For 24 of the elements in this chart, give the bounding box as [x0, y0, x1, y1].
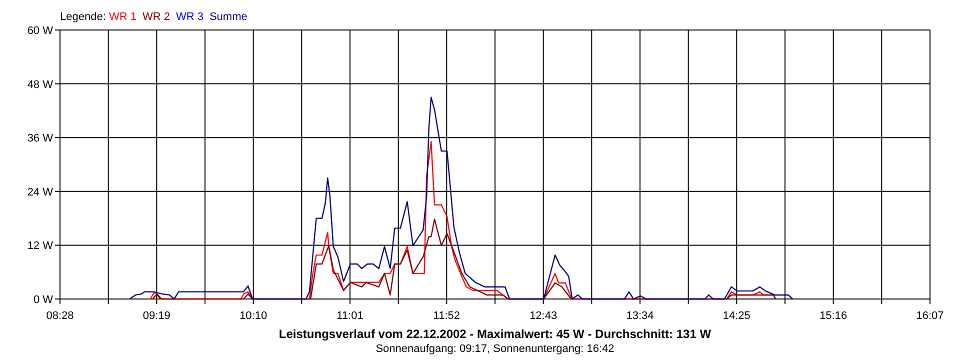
y-tick-label: 36 W	[27, 132, 54, 145]
line-series	[129, 96, 794, 300]
x-tick-label: 09:19	[142, 310, 170, 322]
x-tick-label: 16:07	[916, 310, 944, 322]
y-tick-label: 24 W	[27, 186, 54, 198]
x-tick-label: 14:25	[722, 310, 750, 322]
x-tick-label: 11:01	[336, 310, 364, 322]
text: Summe	[209, 11, 248, 23]
x-tick-label: 08:28	[46, 310, 74, 322]
y-tick-label: 48 W	[27, 78, 54, 91]
y-tick-label: 12 W	[27, 240, 54, 252]
text: Leistungsverlauf vom 22.12.2002 - Maximalwert: 45 W - Durchschnitt: 131 W	[278, 327, 712, 341]
x-tick-label: 10:10	[240, 310, 268, 322]
text: WR 1	[108, 11, 136, 23]
legend-label: WR 3	[176, 11, 204, 23]
legend-title: Legende:	[60, 11, 109, 23]
x-tick-label: 11:52	[433, 310, 460, 322]
text: Sonnenaufgang: 09:17, Sonnenuntergang: 16:42	[376, 343, 614, 355]
x-tick-label: 13:34	[626, 310, 654, 322]
y-tick-label: 60 W	[27, 25, 54, 37]
text: WR 2	[142, 11, 170, 23]
x-tick-label: 12:43	[530, 310, 558, 322]
y-tick-label: 0 W	[33, 294, 54, 306]
x-tick-label: 15:16	[820, 310, 848, 322]
